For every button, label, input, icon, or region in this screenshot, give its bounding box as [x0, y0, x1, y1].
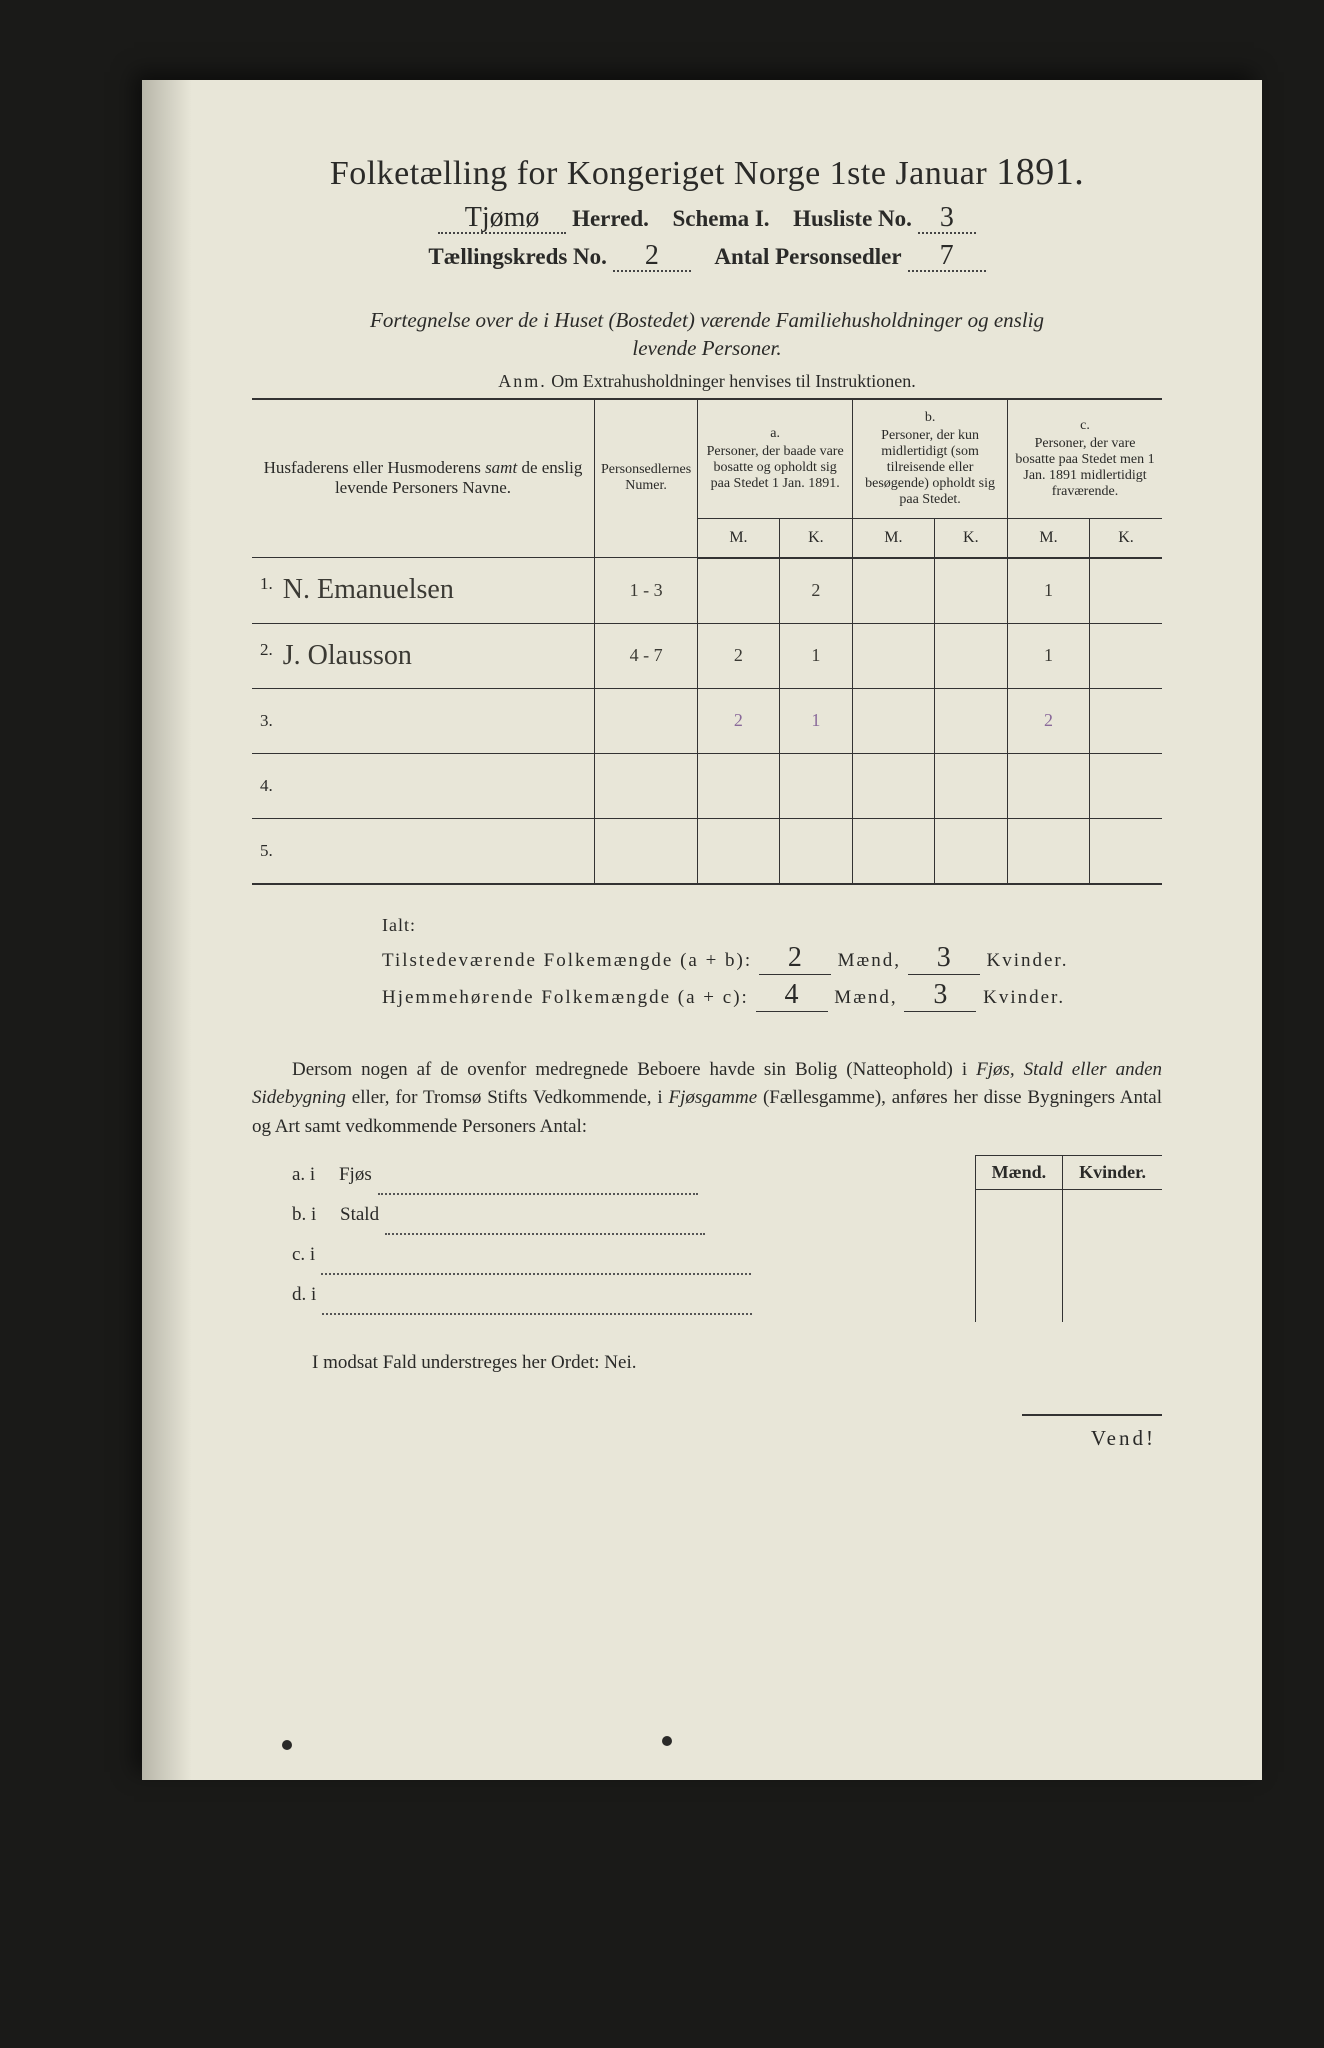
name-cell: J. Olausson [283, 640, 412, 671]
name-cell: N. Emanuelsen [283, 574, 454, 605]
mk-kvinder-header: Kvinder. [1063, 1156, 1162, 1190]
present-population-line: Tilstedeværende Folkemængde (a + b): 2 M… [382, 942, 1162, 975]
table-row: 4. [252, 753, 1162, 818]
outbuilding-paragraph: Dersom nogen af de ovenfor medregnede Be… [252, 1056, 1162, 1142]
table-row: 5. [252, 818, 1162, 884]
punch-mark [662, 1736, 672, 1746]
table-row: 3. 2 1 2 [252, 688, 1162, 753]
totals-block: Ialt: Tilstedeværende Folkemængde (a + b… [252, 915, 1162, 1012]
intro-text: Fortegnelse over de i Huset (Bostedet) v… [252, 306, 1162, 363]
schema-label: Schema I. [672, 206, 769, 232]
herred-label: Herred. [572, 206, 649, 232]
resident-men: 4 [756, 979, 828, 1012]
resident-population-line: Hjemmehørende Folkemængde (a + c): 4 Mæn… [382, 979, 1162, 1012]
b-k-header: K. [934, 518, 1007, 558]
negation-line: I modsat Fald understreges her Ordet: Ne… [252, 1352, 1162, 1374]
list-item: a. i Fjøs [292, 1155, 965, 1195]
herred-value: Tjømø [438, 204, 566, 234]
kreds-label: Tællingskreds No. [428, 244, 607, 270]
present-women: 3 [908, 942, 980, 975]
title-text: Folketælling for Kongeriget Norge 1ste J… [330, 155, 996, 192]
list-item: b. i Stald [292, 1195, 965, 1235]
census-form-page: Folketælling for Kongeriget Norge 1ste J… [142, 80, 1262, 1780]
outbuilding-list: a. i Fjøs b. i Stald c. i d. i [252, 1155, 965, 1322]
present-men: 2 [759, 942, 831, 975]
list-item: c. i [292, 1235, 965, 1275]
a-m-header: M. [698, 518, 779, 558]
ialt-label: Ialt: [382, 915, 1162, 936]
punch-mark [282, 1740, 292, 1750]
col-num-header: Personsedlernes Numer. [595, 400, 698, 558]
binding-shadow [142, 80, 192, 1780]
turn-over-label: Vend! [252, 1426, 1162, 1451]
mk-maend-header: Mænd. [975, 1156, 1063, 1190]
table-body: 1.N. Emanuelsen 1 - 3 2 1 2.J. Olausson … [252, 558, 1162, 884]
a-k-header: K. [779, 518, 852, 558]
annotation-line: Anm. Om Extrahusholdninger henvises til … [252, 371, 1162, 392]
antal-value: 7 [908, 242, 986, 272]
anm-text: Om Extrahusholdninger henvises til Instr… [551, 371, 915, 391]
col-name-header: Husfaderens eller Husmoderens samt de en… [252, 400, 595, 558]
husliste-label: Husliste No. [793, 206, 912, 232]
title-year: 1891. [996, 151, 1084, 193]
anm-label: Anm. [498, 371, 547, 391]
table-header-row-1: Husfaderens eller Husmoderens samt de en… [252, 400, 1162, 519]
c-k-header: K. [1090, 518, 1162, 558]
rule-bottom [1022, 1414, 1162, 1416]
household-table: Husfaderens eller Husmoderens samt de en… [252, 400, 1162, 885]
kreds-value: 2 [613, 242, 691, 272]
subtitle-row-1: Tjømø Herred. Schema I. Husliste No. 3 [252, 204, 1162, 234]
outbuilding-list-block: a. i Fjøs b. i Stald c. i d. i Mænd. Kvi… [252, 1155, 1162, 1322]
table-row: 1.N. Emanuelsen 1 - 3 2 1 [252, 558, 1162, 624]
col-b-header: b. Personer, der kun midlertidigt (som t… [853, 400, 1008, 519]
resident-women: 3 [904, 979, 976, 1012]
table-row: 2.J. Olausson 4 - 7 2 1 1 [252, 623, 1162, 688]
husliste-value: 3 [918, 204, 976, 234]
outbuilding-mk-table: Mænd. Kvinder. [975, 1155, 1162, 1322]
list-item: d. i [292, 1275, 965, 1315]
antal-label: Antal Personsedler [714, 244, 901, 270]
b-m-header: M. [853, 518, 934, 558]
c-m-header: M. [1008, 518, 1090, 558]
num-cell: 1 - 3 [595, 558, 698, 624]
col-a-header: a. Personer, der baade vare bosatte og o… [698, 400, 853, 519]
col-c-header: c. Personer, der vare bosatte paa Stedet… [1008, 400, 1162, 519]
main-title: Folketælling for Kongeriget Norge 1ste J… [252, 150, 1162, 194]
subtitle-row-2: Tællingskreds No. 2 Antal Personsedler 7 [252, 242, 1162, 272]
